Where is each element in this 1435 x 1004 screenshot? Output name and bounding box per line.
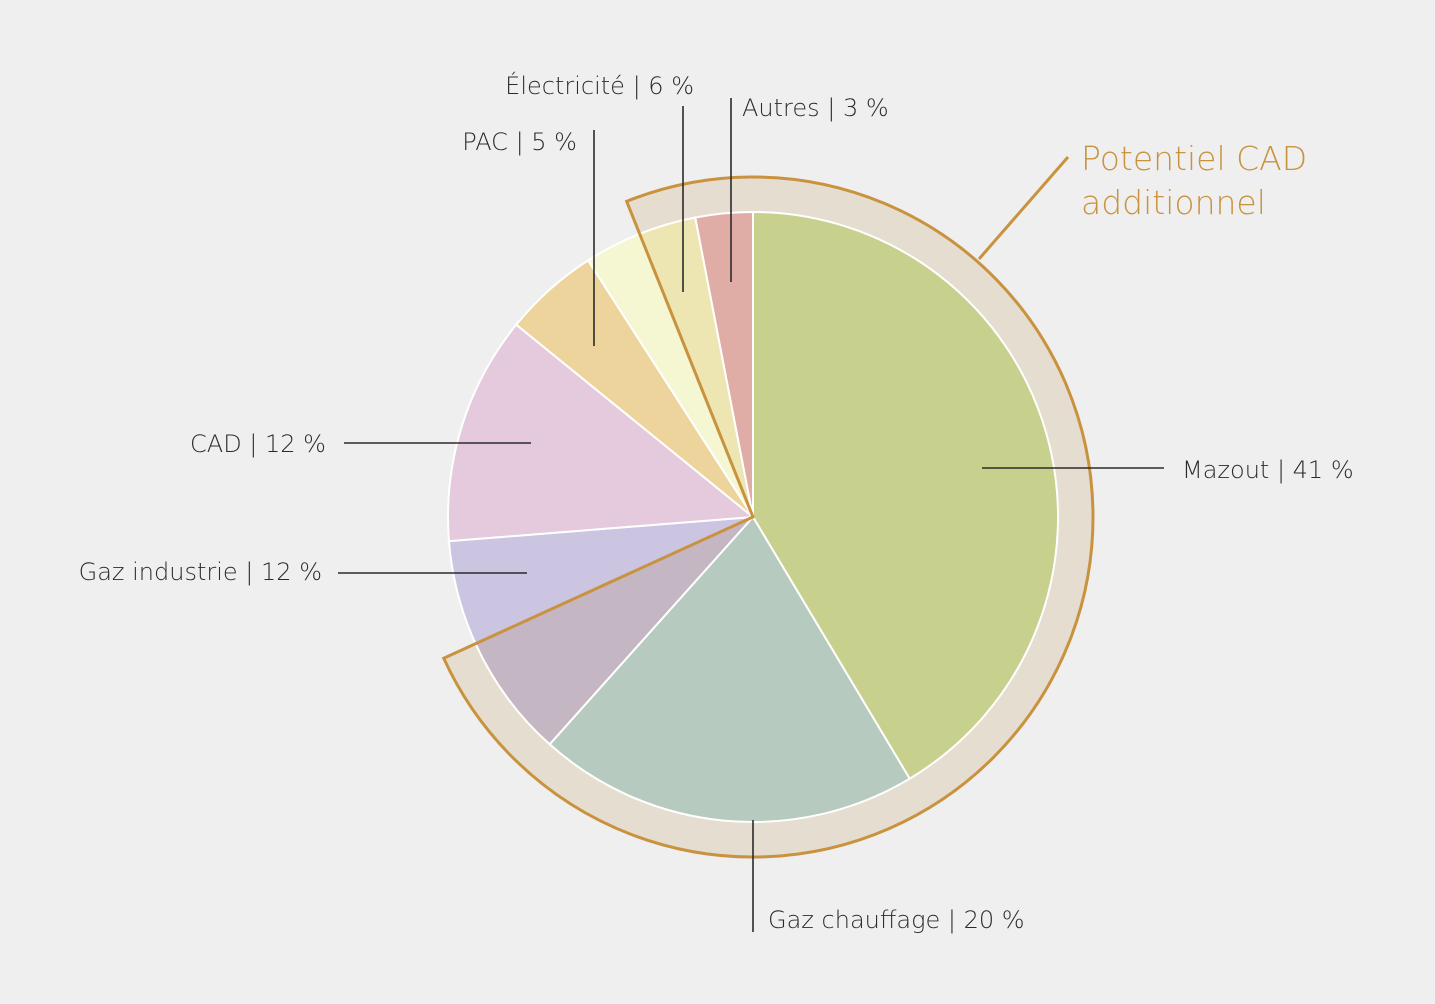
label-cad: CAD | 12 % [190, 430, 326, 458]
leader-highlight [977, 156, 1070, 260]
pie-slice-1 [548, 515, 912, 823]
potential-cad-highlight-outline [441, 175, 1095, 859]
label-electricite: Électricité | 6 % [505, 71, 694, 100]
label-gaz-chauffage: Gaz chauffage | 20 % [768, 906, 1025, 934]
pie-slice-2 [474, 516, 754, 746]
pie-slice-8 [694, 210, 754, 518]
label-autres: Autres | 3 % [742, 94, 889, 122]
highlight-label-line-2: additionnel [1081, 183, 1266, 222]
highlight-label-line-1: Potentiel CAD [1081, 139, 1307, 178]
pie-slices [447, 210, 1059, 823]
label-mazout: Mazout | 41 % [1182, 456, 1354, 484]
leader-lines [338, 98, 1164, 932]
label-pac: PAC | 5 % [462, 128, 577, 156]
pie-slice-0 [752, 210, 1059, 781]
label-gaz-industrie: Gaz industrie | 12 % [79, 558, 322, 586]
pie-slice-4 [447, 323, 756, 543]
